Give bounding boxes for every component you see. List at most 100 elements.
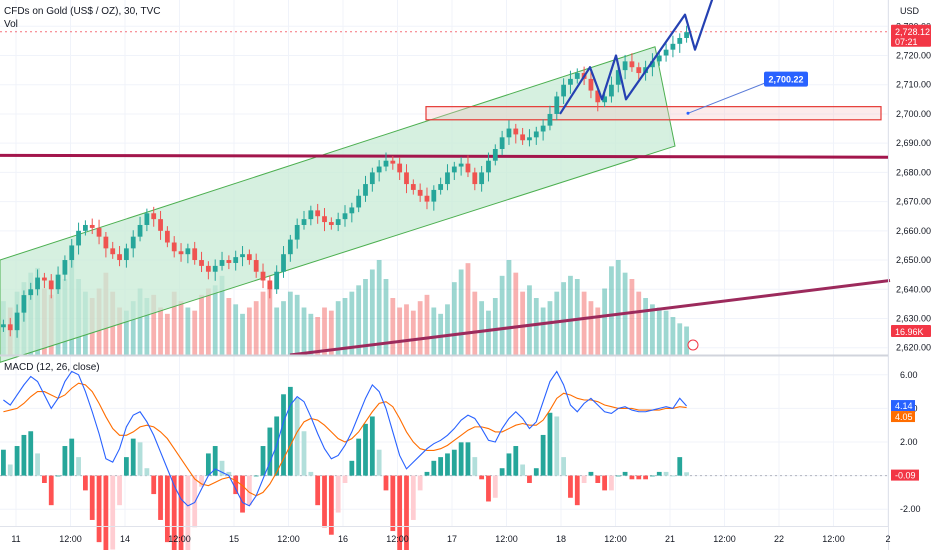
candle-body bbox=[445, 172, 450, 185]
macd-histogram-bar bbox=[14, 446, 20, 476]
volume-bar bbox=[328, 310, 334, 355]
candle-body bbox=[260, 271, 266, 281]
macd-histogram-bar bbox=[199, 475, 204, 487]
volume-bar bbox=[335, 301, 341, 355]
currency-label[interactable]: USD bbox=[900, 6, 920, 16]
macd-histogram-bar bbox=[376, 449, 382, 476]
price-zone-rectangle[interactable] bbox=[425, 106, 882, 121]
macd-histogram-bar bbox=[21, 434, 27, 476]
candle-body bbox=[42, 277, 47, 281]
macd-histogram-bar bbox=[83, 475, 88, 491]
macd-histogram-bar bbox=[404, 475, 409, 550]
histogram-value-label-background bbox=[891, 469, 919, 481]
current-price-label: 2,728.12 bbox=[895, 27, 930, 37]
candle-body bbox=[212, 265, 218, 272]
price-axis[interactable]: 2,620.00 2,630.00 2,640.00 2,650.00 2,660.00… bbox=[896, 21, 931, 352]
macd-value-label: 4.14 bbox=[895, 401, 913, 411]
time-axis[interactable]: 11 12:00 14 12:00 15 12:00 16 12:00 17 12:00 18 12:… bbox=[11, 534, 890, 544]
candle-body bbox=[192, 248, 198, 261]
candle-body bbox=[376, 166, 382, 173]
time-tick-label: 12:00 bbox=[713, 534, 736, 544]
volume-bar bbox=[404, 304, 409, 355]
candle-body bbox=[670, 43, 676, 50]
candle-body bbox=[226, 260, 232, 263]
candle-body bbox=[499, 137, 505, 150]
candle-body bbox=[335, 219, 341, 225]
volume-bar bbox=[670, 317, 676, 355]
callout-line bbox=[687, 81, 769, 114]
candle-body bbox=[602, 96, 607, 103]
volume-bar bbox=[506, 260, 512, 355]
price-drawings: 2,700.22 bbox=[0, 31, 891, 363]
volume-bar bbox=[322, 307, 327, 355]
candle-body bbox=[287, 239, 293, 255]
resistance-line[interactable] bbox=[0, 153, 889, 159]
projection-path[interactable] bbox=[559, 0, 716, 351]
candle-body bbox=[253, 260, 259, 272]
candle-body bbox=[240, 254, 245, 258]
candle-body bbox=[533, 131, 539, 138]
projection-zigzag[interactable] bbox=[559, 0, 716, 115]
volume-bar bbox=[513, 272, 519, 355]
volume-bar bbox=[349, 291, 355, 355]
macd-histogram-bar bbox=[328, 475, 334, 535]
candle-body bbox=[363, 184, 368, 196]
time-tick-label: 12:00 bbox=[604, 534, 627, 544]
volume-legend[interactable]: Vol bbox=[4, 19, 18, 30]
candle-body bbox=[123, 248, 129, 261]
volume-bar bbox=[479, 301, 485, 355]
candle-body bbox=[137, 224, 143, 237]
candle-body bbox=[14, 312, 20, 331]
macd-axis[interactable]: 6.004.002.00-2.00 bbox=[900, 370, 921, 514]
candle-body bbox=[342, 213, 348, 220]
volume-bar bbox=[650, 304, 655, 355]
macd-histogram-bar bbox=[171, 475, 177, 550]
macd-histogram-bar bbox=[431, 460, 437, 476]
macd-histogram-bar bbox=[561, 457, 567, 476]
symbol-legend[interactable]: CFDs on Gold (US$ / OZ), 30, TVC bbox=[4, 6, 161, 17]
candle-body bbox=[554, 96, 560, 114]
candle-body bbox=[28, 289, 34, 296]
alert-icon[interactable] bbox=[687, 339, 699, 351]
candle-body bbox=[636, 67, 642, 74]
candle-body bbox=[390, 160, 396, 164]
candle-body bbox=[205, 265, 211, 272]
macd-histogram-bar bbox=[42, 475, 47, 483]
volume-bar bbox=[492, 298, 498, 355]
time-tick-label: 14 bbox=[120, 534, 130, 544]
macd-histogram-bar bbox=[349, 460, 355, 476]
macd-histogram-bar bbox=[294, 397, 300, 476]
volume-bar bbox=[267, 285, 273, 355]
macd-legend[interactable]: MACD (12, 26, close) bbox=[4, 362, 100, 373]
target-price-callout[interactable] bbox=[764, 71, 808, 87]
candle-body bbox=[650, 61, 655, 68]
macd-histogram-bar bbox=[260, 446, 266, 476]
volume-bar bbox=[431, 307, 437, 355]
macd-histogram-bar bbox=[533, 468, 539, 476]
candle-body bbox=[479, 172, 485, 185]
volume-value-label: 16.96K bbox=[895, 327, 924, 337]
volume-bar bbox=[376, 260, 382, 355]
macd-histogram-bar bbox=[472, 457, 478, 476]
candle-body bbox=[178, 251, 184, 255]
candle-body bbox=[158, 219, 163, 231]
trend-channel[interactable] bbox=[0, 46, 676, 363]
volume-bar bbox=[663, 310, 669, 355]
time-tick-label: 21 bbox=[665, 534, 675, 544]
macd-histogram-bar bbox=[178, 475, 184, 550]
price-tick-label: 2,700.00 bbox=[896, 109, 931, 119]
support-trendline[interactable] bbox=[289, 279, 891, 357]
candle-body bbox=[561, 84, 567, 97]
macd-value-label-background bbox=[891, 400, 915, 412]
macd-histogram-bar bbox=[492, 475, 498, 498]
macd-histogram-bar bbox=[335, 475, 341, 513]
target-price-label: 2,700.22 bbox=[768, 75, 803, 85]
volume-bar bbox=[533, 298, 539, 355]
candle-body bbox=[69, 245, 75, 261]
time-tick-label: 12:00 bbox=[168, 534, 191, 544]
volume-bar bbox=[397, 307, 403, 355]
macd-histogram-bar bbox=[301, 431, 307, 476]
macd-histogram-bar bbox=[7, 464, 13, 476]
